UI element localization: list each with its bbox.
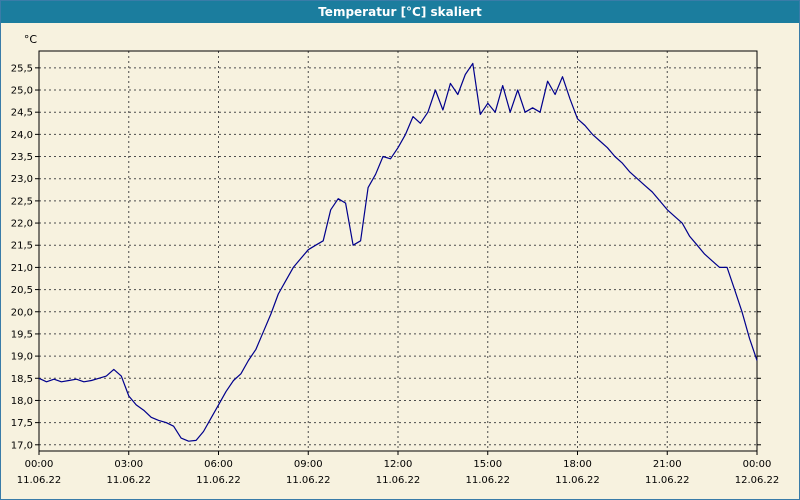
x-tick-label: 15:00: [473, 459, 502, 470]
plot-border: [38, 50, 758, 452]
y-tick-label: 20,5: [11, 285, 33, 296]
y-tick-label: 21,0: [11, 263, 33, 274]
chart-area: °C 25,5 25,0 24,5 24,0 23,5 23,0 22,5 22,0 21,5 21…: [1, 23, 799, 499]
window-title-bar[interactable]: Temperatur [°C] skaliert: [1, 1, 799, 23]
x-tick-label: 09:00: [294, 459, 323, 470]
x-date-label: 11.06.22: [196, 475, 241, 486]
x-date-label: 11.06.22: [286, 475, 331, 486]
x-tick-label: 18:00: [563, 459, 592, 470]
y-tick-label: 25,0: [11, 86, 33, 97]
window-title: Temperatur [°C] skaliert: [318, 5, 482, 19]
x-tick-label: 06:00: [204, 459, 233, 470]
x-tick-label: 12:00: [384, 459, 413, 470]
temperature-line: [38, 62, 758, 442]
x-date-label: 11.06.22: [106, 475, 151, 486]
y-axis-unit-label: °C: [24, 33, 38, 46]
x-tick-label: 03:00: [114, 459, 143, 470]
y-tick-label: 22,0: [11, 219, 33, 230]
y-tick-label: 23,0: [11, 174, 33, 185]
x-date-label: 11.06.22: [376, 475, 421, 486]
x-date-label: 12.06.22: [735, 475, 780, 486]
x-tick-label: 21:00: [653, 459, 682, 470]
y-tick-label: 23,5: [11, 152, 33, 163]
y-tick-label: 24,5: [11, 108, 33, 119]
y-tick-label: 19,0: [11, 352, 33, 363]
temperature-chart: °C 25,5 25,0 24,5 24,0 23,5 23,0 22,5 22,0 21,5 21…: [11, 33, 780, 486]
x-tick-label: 00:00: [743, 459, 772, 470]
y-tick-label: 21,5: [11, 241, 33, 252]
x-date-label: 11.06.22: [465, 475, 510, 486]
y-tick-label: 22,5: [11, 196, 33, 207]
y-tick-label: 24,0: [11, 130, 33, 141]
y-tick-label: 17,5: [11, 418, 33, 429]
y-tick-label: 17,0: [11, 440, 33, 451]
y-tick-label: 20,0: [11, 307, 33, 318]
y-tick-label: 18,0: [11, 396, 33, 407]
y-tick-label: 19,5: [11, 329, 33, 340]
x-date-label: 11.06.22: [555, 475, 600, 486]
x-tick-label: 00:00: [25, 459, 54, 470]
y-tick-label: 25,5: [11, 63, 33, 74]
x-date-label: 11.06.22: [17, 475, 62, 486]
x-date-label: 11.06.22: [645, 475, 690, 486]
y-tick-label: 18,5: [11, 374, 33, 385]
